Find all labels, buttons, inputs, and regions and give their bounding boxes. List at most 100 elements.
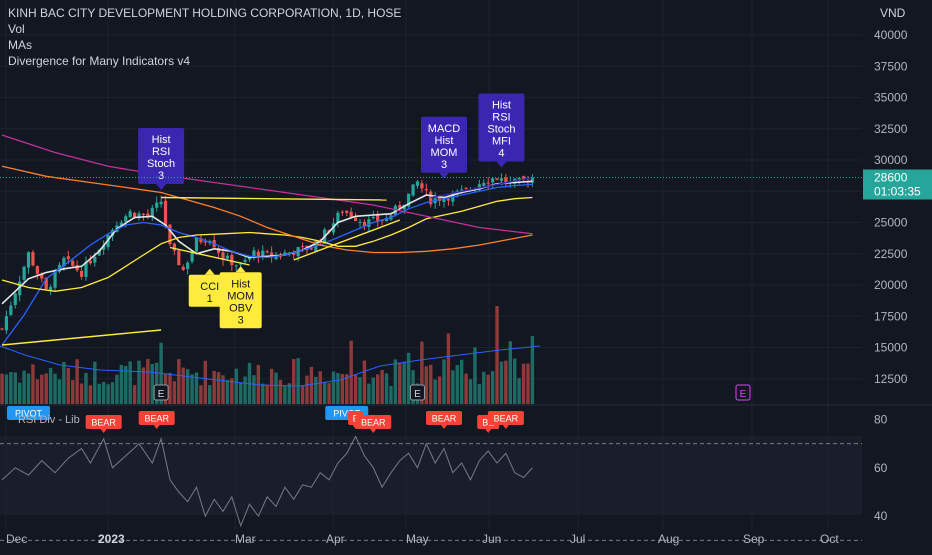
candle[interactable] — [168, 224, 172, 247]
candle[interactable] — [84, 256, 88, 281]
candle[interactable] — [186, 260, 190, 275]
earnings-marker[interactable]: E — [409, 384, 425, 401]
candle-body — [239, 263, 243, 265]
rsi-line[interactable] — [1, 435, 533, 528]
candle[interactable] — [521, 175, 526, 182]
candle[interactable] — [0, 327, 4, 331]
candle[interactable] — [415, 179, 420, 189]
candle[interactable] — [367, 214, 371, 232]
candle[interactable] — [362, 219, 367, 231]
bear-rsi-label[interactable]: BEAR — [426, 411, 462, 429]
candle[interactable] — [349, 207, 353, 219]
candle[interactable] — [146, 209, 150, 220]
candle[interactable] — [88, 255, 92, 265]
candle[interactable] — [150, 204, 154, 221]
candle[interactable] — [49, 284, 53, 295]
volume-bar — [398, 362, 402, 404]
candle[interactable] — [71, 258, 75, 269]
candle[interactable] — [495, 177, 499, 181]
ma-purple-line[interactable] — [1, 134, 533, 235]
bear-rsi-label[interactable]: BEAR — [487, 411, 524, 429]
candle[interactable] — [137, 211, 141, 221]
ma-orange-line[interactable] — [1, 165, 533, 254]
candle[interactable] — [155, 196, 159, 212]
candle[interactable] — [336, 210, 340, 228]
candle[interactable] — [384, 214, 389, 222]
bull-divergence-line[interactable] — [169, 246, 250, 266]
candle[interactable] — [256, 249, 260, 263]
candle[interactable] — [177, 248, 181, 266]
bear-rsi-label[interactable]: BEAR — [85, 415, 122, 433]
candle[interactable] — [411, 184, 415, 197]
bear-divergence-line[interactable] — [430, 176, 533, 199]
candle[interactable] — [26, 251, 31, 274]
candle[interactable] — [4, 310, 9, 335]
candle-body — [234, 265, 238, 267]
ma-blue-line[interactable] — [1, 183, 533, 346]
candle-body — [49, 287, 53, 291]
candle-body — [252, 250, 256, 257]
candle[interactable] — [79, 267, 84, 280]
bear-rsi-label[interactable]: BEAR — [138, 411, 175, 429]
price-tag-countdown: 01:03:35 — [874, 185, 921, 199]
candle[interactable] — [128, 209, 132, 218]
candle[interactable] — [424, 183, 428, 195]
candle[interactable] — [203, 238, 207, 247]
moving-averages-label[interactable]: MAs — [8, 38, 32, 52]
candle[interactable] — [35, 265, 39, 280]
candle[interactable] — [407, 193, 411, 208]
volume-indicator-label[interactable]: Vol — [8, 22, 25, 36]
candle[interactable] — [376, 211, 380, 227]
candle[interactable] — [420, 179, 424, 193]
pivot-rsi-label[interactable]: PIVOT — [7, 406, 51, 420]
earnings-marker[interactable]: E — [735, 384, 751, 401]
candle[interactable] — [31, 250, 35, 267]
candle[interactable] — [358, 219, 362, 228]
divergence-indicator-label[interactable]: Divergence for Many Indicators v4 — [8, 54, 191, 68]
volume-bar — [44, 373, 48, 404]
candle[interactable] — [216, 246, 221, 258]
candle[interactable] — [225, 253, 230, 260]
candle-body — [216, 248, 221, 253]
candle[interactable] — [265, 249, 269, 254]
bull-divergence-line[interactable] — [1, 329, 162, 346]
bull-divergence-line[interactable] — [161, 196, 387, 201]
candle[interactable] — [13, 292, 17, 309]
candle[interactable] — [18, 275, 22, 302]
candle[interactable] — [491, 177, 495, 189]
candle[interactable] — [429, 189, 433, 208]
volume-bar — [424, 366, 429, 404]
bull-divergence-line[interactable] — [293, 219, 401, 261]
candle-body — [44, 277, 48, 289]
candle[interactable] — [234, 264, 238, 272]
candle[interactable] — [119, 219, 123, 226]
candle[interactable] — [22, 265, 26, 283]
candle[interactable] — [517, 177, 521, 185]
candle[interactable] — [345, 210, 349, 216]
volume-bar — [243, 376, 247, 404]
candle[interactable] — [102, 240, 106, 255]
candle[interactable] — [252, 247, 256, 261]
candle[interactable] — [270, 246, 274, 263]
candle[interactable] — [9, 301, 13, 316]
earnings-marker[interactable]: E — [153, 384, 169, 401]
candle[interactable] — [163, 195, 168, 229]
bear-rsi-label[interactable]: BEAR — [355, 415, 392, 433]
ma-white-line[interactable] — [1, 180, 533, 305]
rsi-indicator-label[interactable]: RSI Div - Lib — [18, 414, 80, 426]
candle[interactable] — [504, 174, 508, 188]
candle[interactable] — [194, 237, 199, 253]
candle[interactable] — [181, 264, 185, 272]
candle[interactable] — [340, 210, 344, 217]
label-box — [487, 411, 524, 425]
volume-bar — [261, 383, 265, 404]
symbol-title[interactable]: KINH BAC CITY DEVELOPMENT HOLDING CORPOR… — [8, 6, 402, 20]
candle[interactable] — [243, 256, 247, 265]
